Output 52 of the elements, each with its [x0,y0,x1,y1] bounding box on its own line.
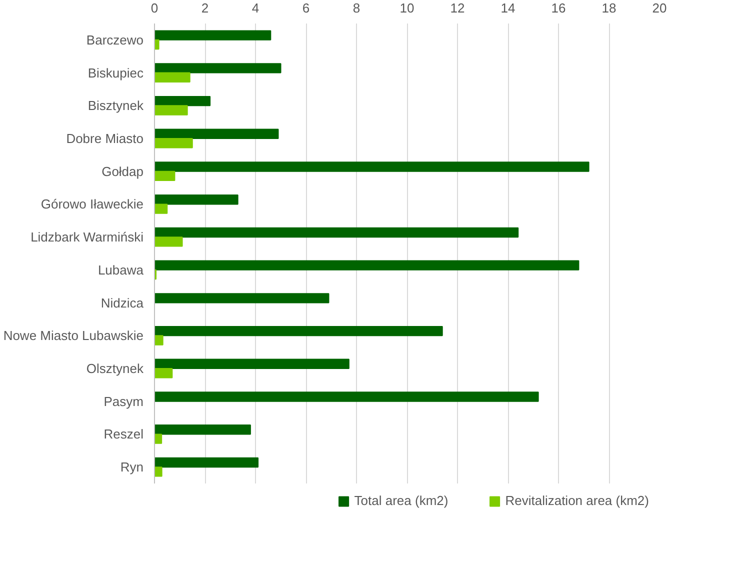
bar [154,326,443,336]
bar [154,96,211,106]
x-tick-label: 16 [551,0,566,16]
x-tick-label: 2 [201,0,209,16]
x-tick-label: 12 [450,0,465,16]
bar [154,128,279,139]
bar [154,368,173,378]
x-tick-label: 14 [500,0,516,16]
x-tick-label: 4 [252,0,260,16]
bar [154,335,164,346]
x-tick-label: 8 [352,0,360,16]
bar [154,424,251,435]
y-tick-label: Reszel [104,426,144,442]
y-tick-label: Biskupiec [88,65,144,80]
bar [154,236,183,247]
x-tick-label: 20 [652,0,667,16]
bar [154,204,168,214]
bar [154,434,162,444]
bar [154,63,282,74]
x-tick-label: 6 [302,0,310,16]
y-tick-label: Górowo Iławeckie [40,196,144,212]
bar [154,39,160,50]
bar [154,138,193,148]
bar [154,105,188,116]
x-tick-label: 0 [150,0,158,16]
bar [154,260,580,270]
x-tick-label: 18 [602,0,616,16]
bar [154,358,350,369]
y-tick-label: Pasym [104,394,144,409]
legend-label: Total area (km2) [354,493,448,508]
bar [154,162,590,172]
y-tick-label: Barczewo [86,32,144,48]
y-tick-label: Lubawa [98,262,144,278]
y-tick-label: Nidzica [100,295,144,310]
legend-label: Revitalization area (km2) [505,493,649,508]
y-tick-label: Nowe Miasto Lubawskie [3,328,144,344]
bar [154,227,519,238]
y-tick-label: Lidzbark Warmiński [30,230,144,245]
bar [154,392,539,402]
bar [154,30,272,40]
y-tick-label: Dobre Miasto [66,131,144,146]
y-tick-label: Olsztynek [86,361,144,376]
bar [154,170,176,182]
bar [154,293,330,304]
x-tick-label: 10 [400,0,414,16]
bar [154,466,162,477]
bar [154,194,238,205]
y-tick-label: Bisztynek [88,98,144,114]
bar [154,457,259,468]
bar [154,72,190,82]
y-tick-label: Ryn [120,460,144,475]
y-tick-label: Gołdap [102,164,144,179]
